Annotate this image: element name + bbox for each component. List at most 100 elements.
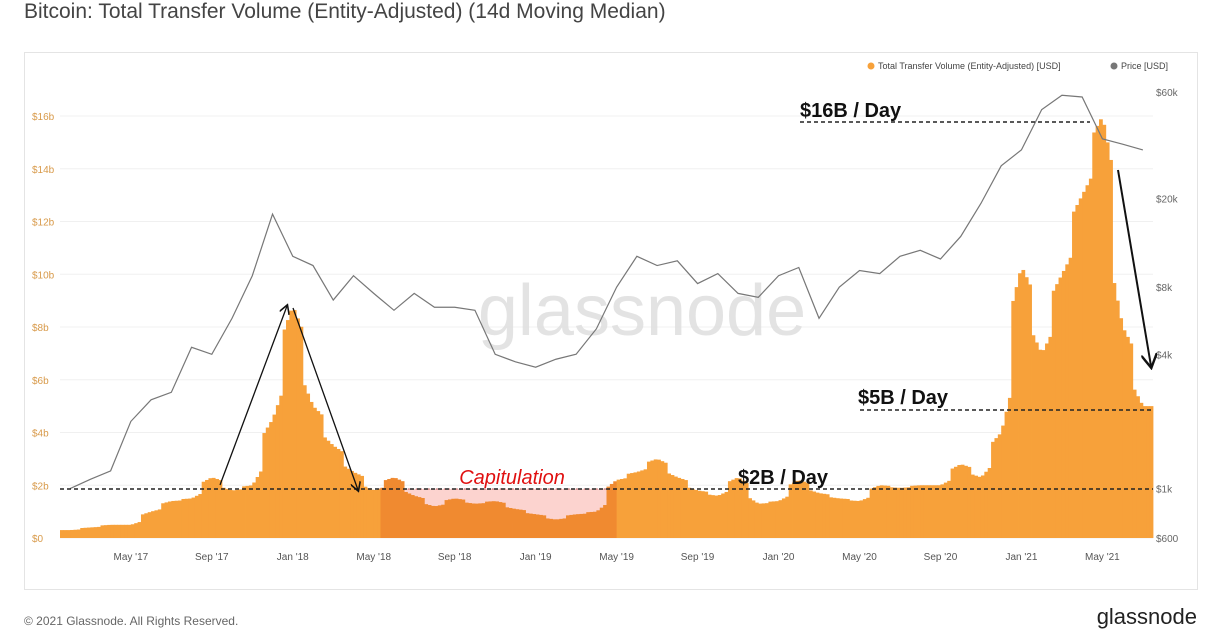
arrow-down-2021 [1117,169,1151,366]
volume-bar [215,478,219,538]
volume-bar [815,492,820,538]
y-left-tick: $6b [32,376,49,387]
volume-bar [1021,269,1026,538]
volume-bar [73,529,78,538]
volume-bar [134,523,138,538]
volume-bar [512,508,516,538]
volume-bar [117,524,122,538]
copyright: © 2021 Glassnode. All Rights Reserved. [24,614,239,628]
volume-bar [980,475,985,538]
volume-bar [262,433,267,538]
volume-bar [1018,273,1022,538]
volume-bar [454,498,459,538]
volume-bar [431,505,435,538]
volume-bar [86,527,91,538]
volume-bar [329,444,334,538]
volume-bar [650,460,655,538]
y-right-tick: $600 [1156,534,1179,545]
volume-bar [609,483,614,538]
volume-bar [586,512,591,538]
y-left-tick: $12b [32,218,55,229]
volume-bar [660,461,665,538]
volume-bar [420,497,425,538]
volume-bar [849,500,854,538]
volume-bar [137,522,142,538]
volume-bar [1041,350,1046,538]
y-left-tick: $16b [32,112,55,123]
volume-bar [336,448,341,538]
x-tick: May '17 [113,552,148,563]
volume-bar [957,465,962,538]
volume-bar [593,511,597,538]
volume-bar [157,509,162,538]
volume-bar [427,505,432,538]
volume-bar [498,502,503,538]
volume-bar [812,491,817,538]
y-right-tick: $1k [1156,485,1173,496]
volume-bar [997,434,1002,538]
volume-bar [97,526,101,538]
legend-price[interactable]: Price [USD] [1121,61,1168,71]
volume-bar [218,480,223,538]
volume-bar [903,487,908,538]
x-tick: Jan '20 [763,552,795,563]
volume-bar [734,478,739,538]
volume-bar [576,514,580,538]
volume-bar [930,485,935,538]
volume-bar [1082,191,1086,538]
volume-bar [569,514,574,538]
volume-bar [910,485,914,538]
volume-bar [667,473,671,538]
volume-bar [164,502,169,538]
volume-bar [788,484,793,538]
volume-bar [515,509,520,538]
volume-bar [640,470,645,538]
volume-bar [626,473,631,538]
volume-bar [964,465,968,538]
volume-bar [178,500,182,538]
y-left-tick: $10b [32,270,55,281]
volume-bar [926,485,931,538]
volume-bar [370,489,375,538]
volume-bar [238,489,243,538]
volume-bar [1072,211,1076,538]
volume-bar [1139,402,1144,538]
volume-bar [265,427,270,538]
volume-bar [933,485,938,538]
volume-bar [943,482,948,538]
watermark: glassnode [478,271,806,351]
volume-bar [744,482,749,538]
volume-bar [727,481,732,538]
legend-volume-dot [867,62,875,70]
legend-volume[interactable]: Total Transfer Volume (Entity-Adjusted) … [878,61,1061,71]
volume-bar [400,481,405,538]
volume-bar [343,466,348,538]
volume-bar [66,530,71,538]
volume-bar [535,514,540,538]
volume-bar [646,461,651,538]
volume-bar [491,501,496,538]
volume-bar [707,494,712,538]
volume-bar [80,527,85,538]
volume-bar [110,524,115,538]
volume-bar [366,488,371,538]
volume-bar [113,524,118,538]
volume-bar [387,478,391,538]
volume-bar [684,480,688,538]
label-5b: $5B / Day [858,387,949,409]
arrow-up [219,306,287,486]
volume-bar [839,498,844,538]
volume-bar [582,513,587,538]
volume-bar [1011,300,1016,538]
volume-bar [549,518,553,538]
volume-bar [188,498,192,538]
volume-bar [167,501,172,538]
volume-bar [748,498,752,538]
volume-bar [289,310,294,538]
volume-bar [947,480,951,538]
volume-bar [417,497,422,538]
volume-bar [1031,335,1036,538]
volume-bar [292,310,297,538]
volume-bar [441,504,445,538]
